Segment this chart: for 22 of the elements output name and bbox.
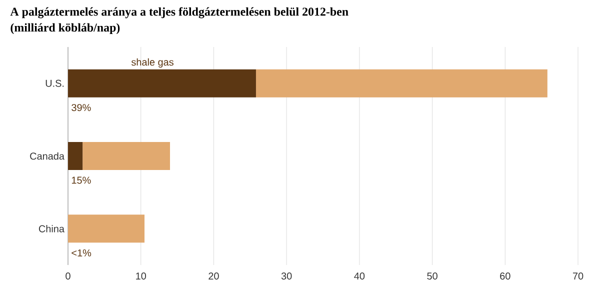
bar (82, 142, 170, 170)
x-tick-label: 0 (66, 272, 70, 280)
x-tick-label: 60 (500, 272, 510, 280)
x-tick-label: 70 (572, 272, 584, 280)
y-tick-label: U.S. (46, 80, 64, 87)
y-tick-label: China (38, 225, 64, 232)
bar (68, 69, 256, 98)
bar (256, 69, 548, 98)
chart-title: A palgáztermelés aránya a teljes földgáztermelésen belül 2012-ben (10, 7, 348, 18)
x-tick-label: 50 (427, 272, 438, 280)
x-tick-label: 10 (136, 272, 146, 280)
x-tick-label: 20 (208, 272, 219, 280)
series-label: shale gas (131, 58, 174, 68)
chart-subtitle: (milliárd köbláb/nap) (10, 23, 120, 34)
annotation: 39% (72, 104, 91, 112)
bar (68, 214, 145, 243)
annotation: <1% (72, 249, 92, 256)
annotation: 15% (72, 176, 91, 184)
x-tick-label: 30 (281, 272, 292, 280)
bar (68, 142, 83, 170)
y-tick-label: Canada (30, 152, 64, 160)
x-tick-label: 40 (354, 272, 365, 280)
